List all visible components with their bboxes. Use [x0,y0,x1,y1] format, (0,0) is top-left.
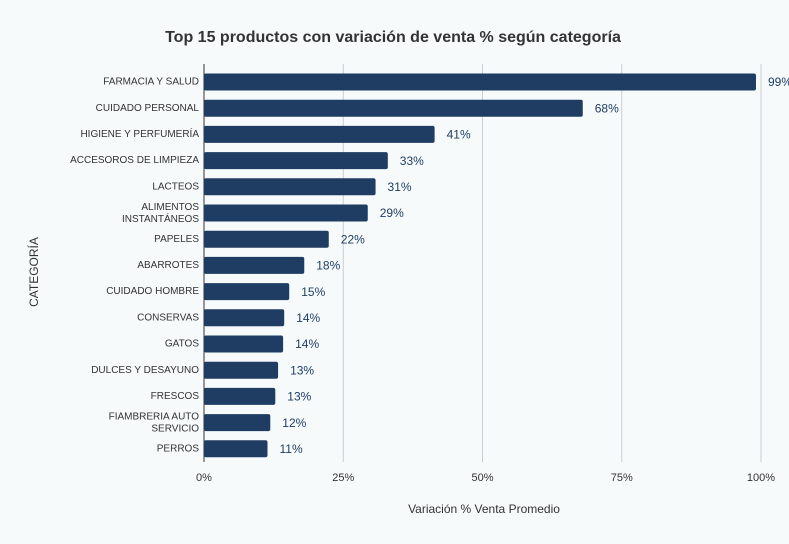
bar [204,73,756,91]
bar [204,387,276,405]
bar [204,440,268,458]
value-label: 13% [290,363,314,377]
y-tick-label: FIAMBRERIA AUTO SERVICIO [109,411,200,434]
y-tick-label: CONSERVAS [137,312,199,323]
value-label: 14% [296,311,320,325]
y-axis-title: CATEGORÍA [26,237,41,307]
bar [204,335,284,353]
x-tick-label: 25% [332,472,354,484]
y-tick-label: PERROS [157,443,200,454]
value-label: 99% [768,75,789,89]
x-tick-label: 50% [471,472,493,484]
bar [204,125,435,143]
y-tick-label: FRESCOS [151,391,200,402]
value-label: 15% [301,285,325,299]
y-tick-label: PAPELES [154,234,199,245]
value-label: 11% [279,442,302,456]
bar [204,361,279,379]
value-label: 22% [341,232,365,246]
value-label: 68% [595,101,619,115]
x-tick-label: 75% [611,472,633,484]
bar [204,309,285,327]
bar [204,283,290,301]
y-tick-label: ALIMENTOS INSTANTÁNEOS [122,202,199,225]
y-tick-label: DULCES Y DESAYUNO [91,365,199,376]
bar [204,99,583,117]
y-tick-label: CUIDADO PERSONAL [96,103,200,114]
bar [204,152,388,170]
bar [204,414,271,432]
value-label: 31% [388,180,412,194]
y-tick-label: LACTEOS [152,181,199,192]
value-label: 29% [380,206,404,220]
value-label: 18% [316,259,340,273]
value-label: 14% [295,337,319,351]
bar [204,230,329,248]
bar [204,256,305,274]
y-tick-label: FARMACIA Y SALUD [103,77,199,88]
value-label: 12% [282,416,306,430]
y-tick-label: HIGIENE Y PERFUMERÍA [80,127,199,140]
y-tick-label: ABARROTES [137,260,199,271]
chart-title: Top 15 productos con variación de venta … [165,29,621,46]
y-tick-label: ACCESOROS DE LIMPIEZA [70,155,199,166]
value-label: 13% [287,390,311,404]
value-label: 33% [400,154,424,168]
x-axis-title: Variación % Venta Promedio [408,502,560,516]
value-label: 41% [447,128,471,142]
x-tick-label: 100% [747,472,775,484]
x-tick-label: 0% [196,472,212,484]
bar [204,204,368,222]
y-tick-label: CUIDADO HOMBRE [106,286,199,297]
bar [204,178,376,196]
y-tick-label: GATOS [165,339,199,350]
